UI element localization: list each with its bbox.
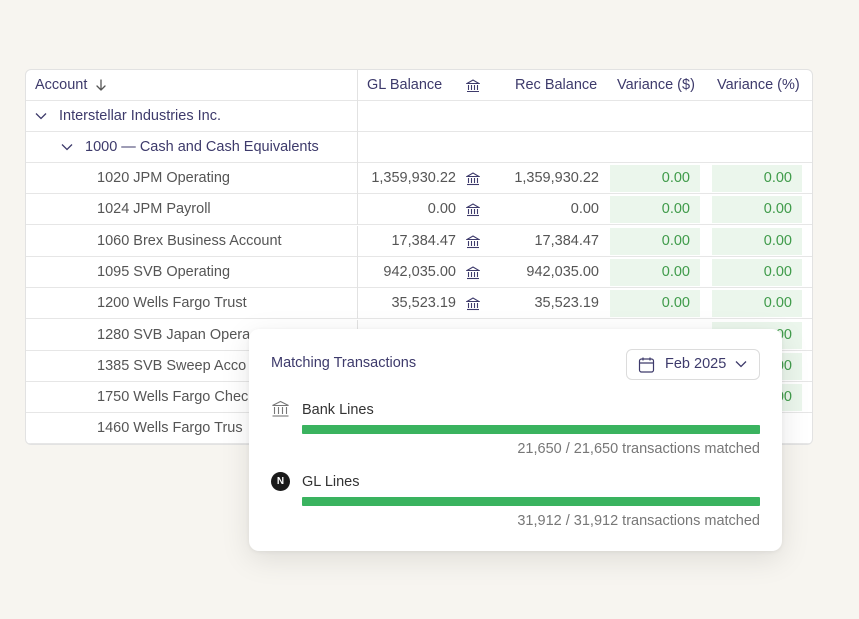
bank-icon — [466, 226, 482, 257]
chevron-down-icon[interactable] — [61, 143, 73, 151]
variance-percent-value: 0.00 — [712, 196, 802, 224]
gl-lines-label: GL Lines — [302, 474, 360, 490]
entity-label: Interstellar Industries Inc. — [59, 108, 221, 124]
table-row[interactable]: 1060 Brex Business Account 17,384.47 17,38… — [26, 225, 812, 257]
table-row[interactable]: 1020 JPM Operating 1,359,930.22 1,359,930.… — [26, 163, 812, 194]
table-row[interactable]: 1024 JPM Payroll 0.00 0.00 0.00 0.00 — [26, 194, 812, 226]
account-column-header[interactable]: Account — [35, 70, 107, 101]
rec-balance-value: 17,384.47 — [534, 232, 599, 249]
bank-lines-progress-fill — [302, 425, 760, 434]
period-selector[interactable]: Feb 2025 — [626, 349, 760, 380]
gl-lines-progress — [302, 497, 760, 506]
gl-lines-progress-fill — [302, 497, 760, 506]
sort-arrow-down-icon — [95, 79, 107, 92]
account-name: 1020 JPM Operating — [97, 170, 230, 186]
variance-percent-column-header[interactable]: Variance (%) — [717, 77, 800, 93]
bank-icon — [466, 194, 482, 225]
popover-title: Matching Transactions — [271, 355, 417, 371]
column-divider — [357, 225, 358, 257]
bank-icon — [466, 257, 482, 288]
gl-balance-value: 942,035.00 — [383, 263, 456, 280]
netsuite-badge-icon: N — [271, 472, 290, 491]
rec-balance-value: 1,359,930.22 — [514, 170, 599, 186]
bank-lines-caption: 21,650 / 21,650 transactions matched — [517, 441, 760, 457]
variance-amount-value: 0.00 — [610, 227, 700, 255]
group-label: 1000 — Cash and Cash Equivalents — [85, 139, 319, 155]
account-name: 1280 SVB Japan Opera — [97, 326, 251, 343]
account-header-label: Account — [35, 77, 88, 93]
variance-percent-value: 0.00 — [712, 290, 802, 318]
gl-source-badge: N — [271, 472, 290, 491]
bank-icon — [466, 163, 482, 194]
chevron-down-icon — [735, 360, 747, 368]
column-divider — [357, 256, 358, 288]
account-name: 1385 SVB Sweep Acco — [97, 357, 247, 374]
variance-percent-value: 0.00 — [712, 227, 802, 255]
column-divider — [357, 288, 358, 320]
variance-amount-value: 0.00 — [610, 258, 700, 286]
rec-balance-column-header[interactable]: Rec Balance — [515, 77, 598, 93]
variance-percent-value: 0.00 — [712, 258, 802, 286]
chevron-down-icon[interactable] — [35, 112, 47, 120]
entity-cell: Interstellar Industries Inc. — [35, 101, 221, 132]
table-row[interactable]: 1095 SVB Operating 942,035.00 942,035.00 0.… — [26, 256, 812, 288]
bank-lines-progress — [302, 425, 760, 434]
variance-percent-value: 0.00 — [712, 165, 802, 192]
bank-icon — [466, 70, 482, 101]
table-header-row: Account GL Balance Rec Balance Variance … — [26, 70, 812, 101]
bank-icon — [466, 288, 482, 319]
column-divider — [357, 132, 358, 163]
gl-balance-value: 1,359,930.22 — [371, 170, 456, 186]
period-label: Feb 2025 — [665, 356, 727, 372]
entity-row[interactable]: Interstellar Industries Inc. — [26, 101, 812, 132]
variance-amount-value: 0.00 — [610, 196, 700, 224]
account-name: 1750 Wells Fargo Chec — [97, 389, 249, 406]
account-name: 1200 Wells Fargo Trust — [97, 295, 247, 312]
rec-balance-value: 35,523.19 — [534, 295, 599, 312]
gl-balance-column-header[interactable]: GL Balance — [367, 77, 443, 93]
column-divider — [357, 101, 358, 132]
matching-transactions-popover: Matching Transactions Feb 2025 Bank Line… — [249, 329, 782, 551]
gl-lines-caption: 31,912 / 31,912 transactions matched — [517, 513, 760, 529]
rec-balance-value: 0.00 — [570, 201, 599, 218]
bank-icon — [271, 400, 290, 418]
variance-amount-value: 0.00 — [610, 290, 700, 318]
column-divider — [357, 70, 358, 101]
gl-balance-value: 35,523.19 — [391, 295, 456, 312]
column-divider — [357, 194, 358, 226]
calendar-icon — [638, 356, 655, 374]
gl-balance-value: 17,384.47 — [391, 232, 456, 249]
rec-balance-value: 942,035.00 — [526, 263, 599, 280]
account-name: 1460 Wells Fargo Trus — [97, 420, 243, 437]
group-cell: 1000 — Cash and Cash Equivalents — [61, 132, 319, 163]
account-name: 1024 JPM Payroll — [97, 201, 211, 218]
account-group-row[interactable]: 1000 — Cash and Cash Equivalents — [26, 132, 812, 163]
account-name: 1060 Brex Business Account — [97, 232, 282, 249]
column-divider — [357, 163, 358, 194]
account-name: 1095 SVB Operating — [97, 263, 231, 280]
variance-amount-value: 0.00 — [610, 165, 700, 192]
gl-balance-value: 0.00 — [427, 201, 456, 218]
table-row[interactable]: 1200 Wells Fargo Trust 35,523.19 35,523.19… — [26, 288, 812, 320]
bank-lines-label: Bank Lines — [302, 402, 374, 418]
variance-amount-column-header[interactable]: Variance ($) — [617, 77, 695, 93]
